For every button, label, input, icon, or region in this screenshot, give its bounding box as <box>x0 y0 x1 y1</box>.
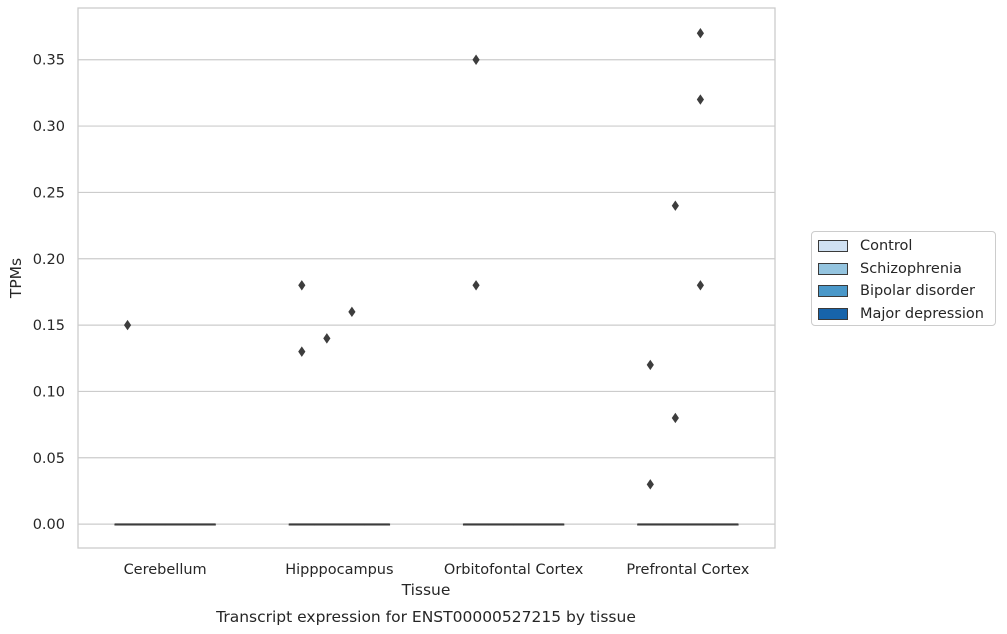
legend-item: Control <box>818 235 912 257</box>
outlier-point <box>348 306 356 318</box>
legend-label: Schizophrenia <box>860 260 962 277</box>
outlier-point <box>472 280 480 291</box>
y-tick-label: 0.35 <box>33 53 65 69</box>
outlier-point <box>472 54 480 65</box>
y-tick-label: 0.30 <box>33 119 65 135</box>
outlier-point <box>646 359 654 371</box>
outlier-point <box>298 280 306 291</box>
legend-label: Major depression <box>860 305 984 322</box>
legend-swatch <box>818 285 848 297</box>
y-tick-label: 0.25 <box>33 185 65 201</box>
x-tick-labels: Cerebellum Hipppocampus Orbitofontal Corte… <box>124 562 750 578</box>
y-tick-label: 0.00 <box>33 517 65 533</box>
x-tick-label: Cerebellum <box>124 562 207 578</box>
outlier-point <box>696 94 704 105</box>
outlier-point <box>123 319 132 331</box>
outlier-point <box>323 333 331 344</box>
outlier-point <box>646 479 654 490</box>
legend-swatch <box>818 307 848 320</box>
outlier-point <box>696 28 704 39</box>
legend-item: Bipolar disorder <box>818 280 975 302</box>
legend-item: Schizophrenia <box>818 258 962 280</box>
outlier-point <box>671 200 679 211</box>
y-tick-label: 0.10 <box>33 384 65 400</box>
legend-swatch <box>818 240 848 252</box>
legend-swatch <box>818 262 848 275</box>
outlier-point <box>696 280 704 291</box>
legend: Control Schizophrenia Bipolar disorder Majo… <box>811 231 996 326</box>
outlier-point <box>298 346 306 357</box>
y-tick-label: 0.20 <box>33 252 65 268</box>
y-tick-label: 0.15 <box>33 318 65 334</box>
chart-caption: Transcript expression for ENST0000052721… <box>215 608 636 626</box>
box-marks <box>114 523 739 526</box>
y-axis-label: TPMs <box>7 258 25 299</box>
plot-frame <box>77 7 776 549</box>
outlier-point <box>671 412 679 424</box>
x-axis-label: Tissue <box>401 581 451 599</box>
y-tick-label: 0.05 <box>33 451 65 467</box>
grid-lines <box>78 59 775 525</box>
outlier-points <box>123 28 704 490</box>
legend-label: Bipolar disorder <box>860 283 975 299</box>
y-tick-labels: 0.00 0.05 0.10 0.15 0.20 0.25 0.30 0.35 <box>33 53 65 533</box>
x-tick-label: Hipppocampus <box>285 562 393 578</box>
x-tick-label: Orbitofontal Cortex <box>444 562 584 578</box>
legend-label: Control <box>860 238 913 254</box>
x-tick-label: Prefrontal Cortex <box>626 562 749 578</box>
legend-item: Major depression <box>818 303 984 325</box>
